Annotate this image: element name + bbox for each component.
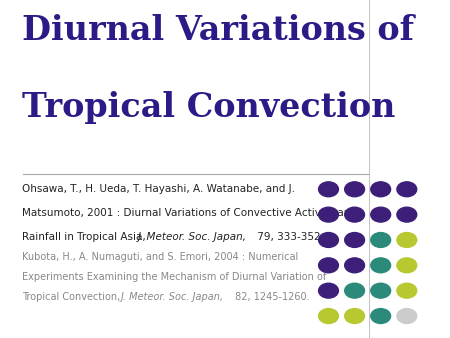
Text: Tropical Convection,: Tropical Convection, bbox=[22, 292, 124, 303]
Circle shape bbox=[397, 258, 417, 273]
Circle shape bbox=[397, 233, 417, 247]
Text: Diurnal Variations of: Diurnal Variations of bbox=[22, 14, 414, 47]
Circle shape bbox=[319, 207, 338, 222]
Text: Kubota, H., A. Numaguti, and S. Emori, 2004 : Numerical: Kubota, H., A. Numaguti, and S. Emori, 2… bbox=[22, 252, 299, 262]
Circle shape bbox=[345, 258, 364, 273]
Circle shape bbox=[345, 233, 364, 247]
Circle shape bbox=[345, 309, 364, 323]
Text: J. Meteor. Soc. Japan,: J. Meteor. Soc. Japan, bbox=[137, 232, 246, 242]
Text: Matsumoto, 2001 : Diurnal Variations of Convective Activity and: Matsumoto, 2001 : Diurnal Variations of … bbox=[22, 208, 357, 218]
Circle shape bbox=[319, 309, 338, 323]
Text: Tropical Convection: Tropical Convection bbox=[22, 91, 396, 124]
Circle shape bbox=[397, 182, 417, 197]
Circle shape bbox=[371, 233, 391, 247]
Circle shape bbox=[371, 182, 391, 197]
Text: Ohsawa, T., H. Ueda, T. Hayashi, A. Watanabe, and J.: Ohsawa, T., H. Ueda, T. Hayashi, A. Wata… bbox=[22, 184, 296, 194]
Text: Experiments Examining the Mechanism of Diurnal Variation of: Experiments Examining the Mechanism of D… bbox=[22, 272, 327, 282]
Circle shape bbox=[319, 258, 338, 273]
Text: J. Meteor. Soc. Japan,: J. Meteor. Soc. Japan, bbox=[121, 292, 224, 303]
Circle shape bbox=[319, 182, 338, 197]
Circle shape bbox=[371, 283, 391, 298]
Text: 82, 1245-1260.: 82, 1245-1260. bbox=[232, 292, 310, 303]
Circle shape bbox=[371, 258, 391, 273]
Circle shape bbox=[345, 207, 364, 222]
Text: Rainfall in Tropical Asia,: Rainfall in Tropical Asia, bbox=[22, 232, 149, 242]
Circle shape bbox=[397, 309, 417, 323]
Circle shape bbox=[345, 182, 364, 197]
Text: 79, 333-352.: 79, 333-352. bbox=[254, 232, 324, 242]
Circle shape bbox=[397, 207, 417, 222]
Circle shape bbox=[371, 207, 391, 222]
Circle shape bbox=[319, 233, 338, 247]
Circle shape bbox=[397, 283, 417, 298]
Circle shape bbox=[319, 283, 338, 298]
Circle shape bbox=[345, 283, 364, 298]
Circle shape bbox=[371, 309, 391, 323]
